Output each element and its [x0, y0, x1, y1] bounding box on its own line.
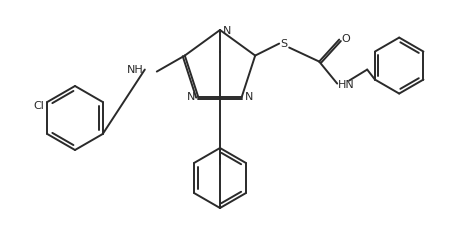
Text: N: N	[187, 92, 195, 102]
Text: S: S	[280, 38, 288, 49]
Text: HN: HN	[338, 79, 355, 90]
Text: N: N	[223, 26, 231, 36]
Text: O: O	[342, 34, 350, 44]
Text: NH: NH	[126, 65, 143, 75]
Text: N: N	[245, 92, 253, 102]
Text: Cl: Cl	[34, 101, 45, 111]
